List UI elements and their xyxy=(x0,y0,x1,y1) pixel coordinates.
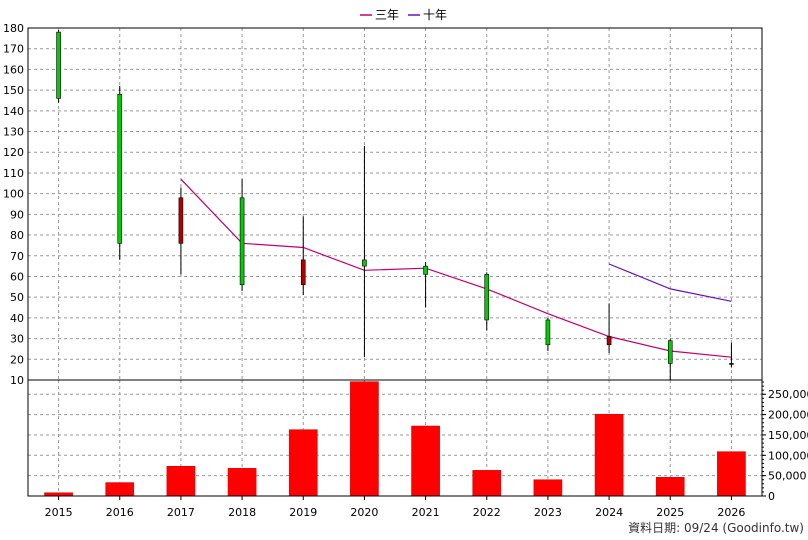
candle-body xyxy=(484,274,490,321)
volume-tick-label: 150,000 xyxy=(768,429,808,442)
volume-tick-label: 100,000 xyxy=(768,449,808,462)
price-tick-label: 80 xyxy=(10,229,24,242)
x-tick-label: 2026 xyxy=(717,506,745,519)
price-tick-label: 170 xyxy=(3,43,24,56)
x-tick-label: 2024 xyxy=(595,506,623,519)
volume-bar xyxy=(655,477,685,497)
candle-body xyxy=(606,336,612,346)
price-panel: 10 20 30 40 50 60 70 80 90 100 110 120 130 140 150 160 1… xyxy=(3,22,763,387)
legend-label: 十年 xyxy=(423,8,447,22)
volume-tick-label: 200,000 xyxy=(768,409,808,422)
price-tick-label: 70 xyxy=(10,250,24,263)
x-tick-label: 2020 xyxy=(350,506,378,519)
price-tick-label: 180 xyxy=(3,22,24,35)
x-axis: 2015 2016 2017 2018 2019 2020 2021 2022 2023 2024… xyxy=(45,496,745,519)
x-tick-label: 2025 xyxy=(656,506,684,519)
x-tick-label: 2022 xyxy=(473,506,501,519)
series-line-十年 xyxy=(608,263,732,302)
volume-bar xyxy=(411,425,440,497)
x-tick-label: 2023 xyxy=(534,506,562,519)
candle-body xyxy=(729,363,734,365)
price-tick-label: 30 xyxy=(10,333,24,346)
candle-body xyxy=(423,265,428,275)
source-note: 資料日期: 09/24 (Goodinfo.tw) xyxy=(628,521,804,535)
price-tick-label: 150 xyxy=(3,84,24,97)
x-tick-label: 2017 xyxy=(167,506,195,519)
price-tick-label: 40 xyxy=(10,312,24,325)
candle-body xyxy=(178,197,184,244)
volume-bar xyxy=(717,451,746,497)
candle-body xyxy=(300,259,306,286)
legend: 三年 十年 xyxy=(360,8,447,22)
price-plot-area xyxy=(28,28,762,380)
price-tick-label: 100 xyxy=(3,188,24,201)
volume-bar xyxy=(288,429,318,497)
series-line-三年 xyxy=(180,178,732,358)
volume-frame xyxy=(27,379,763,497)
x-tick-label: 2016 xyxy=(106,506,134,519)
volume-plot-area xyxy=(28,380,762,496)
candle-body xyxy=(239,197,245,286)
volume-tick-label: 50,000 xyxy=(768,470,807,483)
legend-label: 三年 xyxy=(375,8,399,22)
x-tick-label: 2015 xyxy=(45,506,73,519)
price-tick-label: 60 xyxy=(10,270,24,283)
price-tick-label: 130 xyxy=(3,126,24,139)
candle-body xyxy=(545,319,551,346)
price-tick-label: 110 xyxy=(3,167,24,180)
x-tick-label: 2019 xyxy=(289,506,317,519)
volume-bar xyxy=(472,470,502,497)
candle-body xyxy=(117,93,123,244)
volume-bar xyxy=(105,482,135,497)
candle-body xyxy=(56,31,61,99)
price-tick-label: 120 xyxy=(3,146,24,159)
price-tick-label: 160 xyxy=(3,63,24,76)
volume-tick-label: 0 xyxy=(768,490,775,503)
candle-body xyxy=(362,259,367,267)
volume-bar xyxy=(533,479,563,497)
price-tick-label: 140 xyxy=(3,105,24,118)
volume-bar xyxy=(166,466,196,497)
volume-bar xyxy=(350,381,379,497)
volume-tick-label: 250,000 xyxy=(768,388,808,401)
x-tick-label: 2021 xyxy=(412,506,440,519)
candle-body xyxy=(667,340,673,364)
volume-bar xyxy=(227,468,257,497)
x-tick-label: 2018 xyxy=(228,506,256,519)
price-tick-label: 90 xyxy=(10,208,24,221)
volume-bar xyxy=(594,413,624,497)
price-tick-label: 20 xyxy=(10,353,24,366)
price-tick-label: 10 xyxy=(10,374,24,387)
volume-panel: 0 50,000 100,000 150,000 200,000 250,000 xyxy=(27,379,808,503)
price-tick-label: 50 xyxy=(10,291,24,304)
